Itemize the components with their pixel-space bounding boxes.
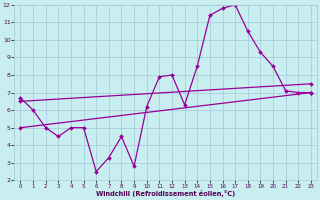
X-axis label: Windchill (Refroidissement éolien,°C): Windchill (Refroidissement éolien,°C) bbox=[96, 190, 235, 197]
